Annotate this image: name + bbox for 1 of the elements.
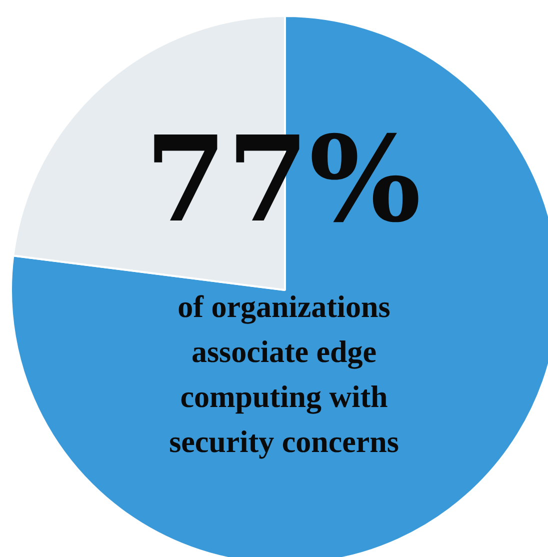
text: of organizations associate edge computing with security concerns <box>168 288 400 461</box>
